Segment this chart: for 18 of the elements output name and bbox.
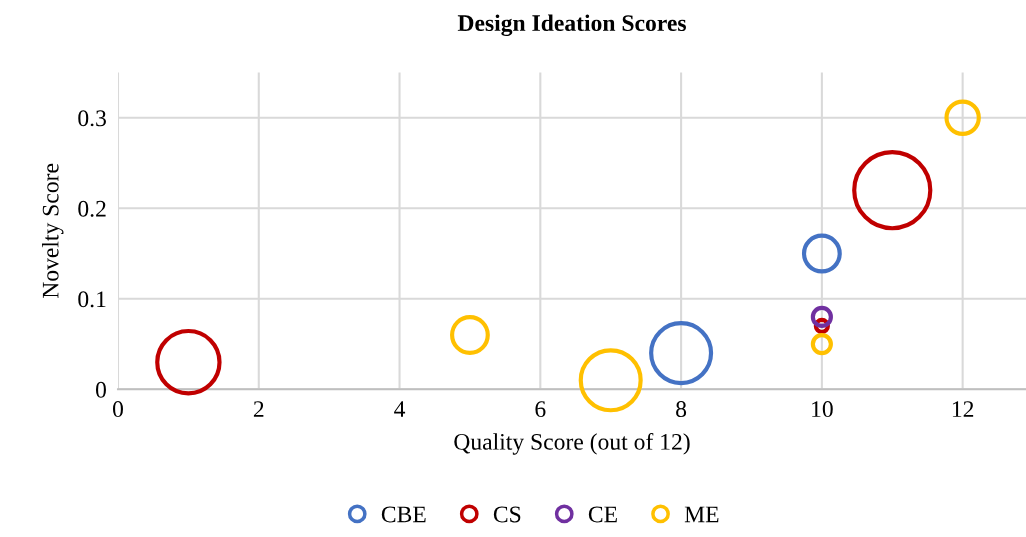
- x-axis-title: Quality Score (out of 12): [454, 432, 690, 455]
- y-tick-label: 0.2: [78, 200, 106, 217]
- chart-title: Design Ideation Scores: [457, 14, 686, 37]
- y-axis-title: Novelty Score: [42, 163, 64, 299]
- x-tick-label: 6: [535, 401, 546, 418]
- x-tick-label: 12: [952, 401, 974, 417]
- legend-label: ME: [684, 506, 719, 523]
- legend-label: CS: [493, 506, 521, 523]
- y-tick-label: 0.3: [78, 110, 106, 127]
- legend-label: CE: [588, 506, 617, 523]
- x-tick-label: 0: [112, 401, 123, 418]
- y-tick-label: 0.1: [78, 291, 106, 308]
- y-tick-label: 0: [95, 381, 106, 398]
- x-tick-label: 4: [394, 401, 406, 417]
- legend-label: CBE: [381, 506, 426, 523]
- x-tick-label: 10: [812, 401, 833, 418]
- x-tick-label: 2: [253, 401, 264, 417]
- x-tick-label: 8: [676, 401, 687, 418]
